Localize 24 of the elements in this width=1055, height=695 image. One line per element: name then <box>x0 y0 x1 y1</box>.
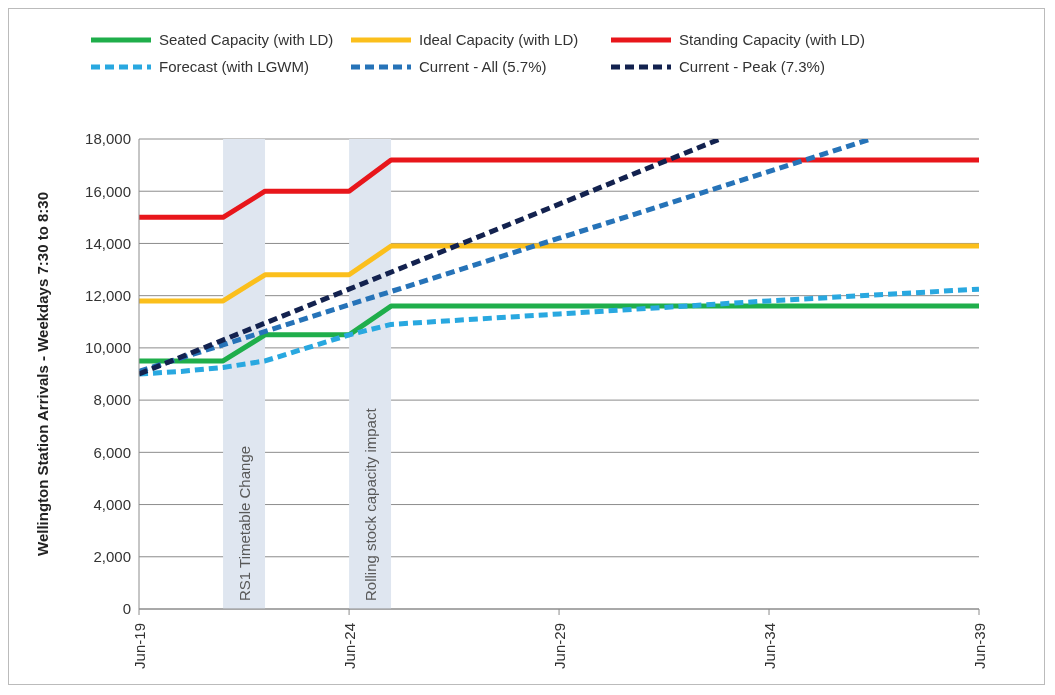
y-tick-label: 18,000 <box>85 130 131 148</box>
legend-label: Standing Capacity (with LD) <box>679 31 865 48</box>
x-tick-label: Jun-19 <box>130 623 148 669</box>
legend-label: Seated Capacity (with LD) <box>159 31 334 48</box>
legend-label: Forecast (with LGWM) <box>159 58 310 75</box>
x-tick-label: Jun-39 <box>970 623 988 669</box>
y-tick-label: 6,000 <box>93 443 131 461</box>
band-label: RS1 Timetable Change <box>235 445 253 601</box>
x-tick-label: Jun-24 <box>340 623 358 669</box>
y-tick-label: 14,000 <box>85 234 131 252</box>
x-tick-label: Jun-29 <box>550 623 568 669</box>
y-tick-label: 8,000 <box>93 391 131 409</box>
y-tick-label: 4,000 <box>93 495 131 513</box>
legend-label: Current - All (5.7%) <box>419 58 547 75</box>
y-tick-label: 0 <box>122 600 131 618</box>
legend-label: Current - Peak (7.3%) <box>679 58 825 75</box>
y-tick-label: 12,000 <box>85 286 131 304</box>
y-tick-label: 10,000 <box>85 339 131 357</box>
y-tick-label: 2,000 <box>93 548 131 566</box>
y-tick-label: 16,000 <box>85 182 131 200</box>
y-axis-title: Wellington Station Arrivals - Weekdays 7:30 to 8:30 <box>34 192 52 556</box>
x-tick-label: Jun-34 <box>760 623 778 669</box>
band-label: Rolling stock capacity impact <box>361 407 379 601</box>
legend-label: Ideal Capacity (with LD) <box>419 31 579 48</box>
